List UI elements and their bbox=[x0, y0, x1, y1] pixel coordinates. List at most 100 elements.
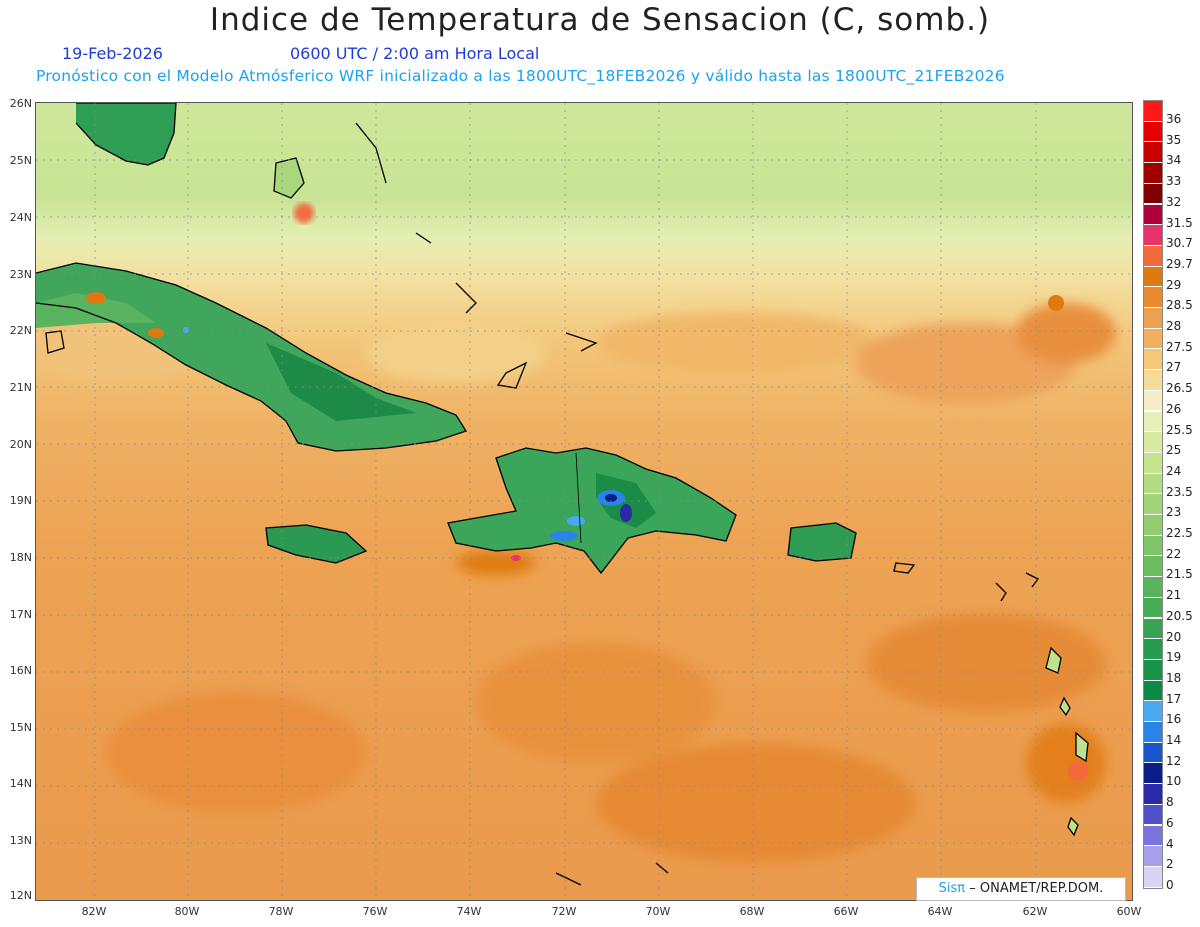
lat-label: 12N bbox=[9, 889, 32, 902]
legend-label: 25.5 bbox=[1166, 422, 1193, 437]
lon-label: 72W bbox=[551, 905, 577, 918]
legend-swatch bbox=[1144, 473, 1162, 495]
map-canvas bbox=[36, 103, 1132, 900]
puerto-rico bbox=[788, 523, 856, 561]
legend-label: 17 bbox=[1166, 691, 1182, 706]
lon-label: 78W bbox=[268, 905, 294, 918]
lat-label: 17N bbox=[9, 608, 32, 621]
legend-label: 35 bbox=[1166, 132, 1182, 147]
legend-swatch bbox=[1144, 163, 1162, 184]
legend-swatch bbox=[1144, 866, 1162, 888]
legend-label: 16 bbox=[1166, 712, 1182, 727]
legend-swatch bbox=[1144, 452, 1162, 474]
lat-label: 13N bbox=[9, 834, 32, 847]
lat-label: 22N bbox=[9, 324, 32, 337]
grid-lines bbox=[36, 103, 1132, 900]
model-info: Pronóstico con el Modelo Atmósferico WRF… bbox=[36, 67, 1005, 85]
legend-label: 21 bbox=[1166, 588, 1182, 603]
lon-label: 74W bbox=[456, 905, 482, 918]
legend-swatch bbox=[1144, 804, 1162, 826]
legend-swatch bbox=[1144, 618, 1162, 640]
lat-label: 21N bbox=[9, 381, 32, 394]
lat-label: 18N bbox=[9, 551, 32, 564]
forecast-time: 0600 UTC / 2:00 am Hora Local bbox=[290, 44, 540, 63]
lat-label: 23N bbox=[9, 268, 32, 281]
temperature-blotches bbox=[36, 303, 1116, 863]
legend-label: 32 bbox=[1166, 194, 1182, 209]
legend-swatch bbox=[1144, 266, 1162, 288]
legend-swatch bbox=[1144, 328, 1162, 350]
legend-label: 27 bbox=[1166, 360, 1182, 375]
hispaniola bbox=[448, 448, 736, 573]
legend-swatch bbox=[1144, 577, 1162, 598]
lon-label: 60W bbox=[1116, 905, 1142, 918]
land-masses bbox=[36, 103, 1088, 835]
legend-swatch bbox=[1144, 121, 1162, 143]
legend-swatch bbox=[1144, 225, 1162, 246]
lon-label: 80W bbox=[174, 905, 200, 918]
jamaica bbox=[266, 525, 366, 563]
lon-label: 82W bbox=[81, 905, 107, 918]
legend-label: 25 bbox=[1166, 443, 1182, 458]
legend-swatch bbox=[1144, 287, 1162, 308]
cold-spots bbox=[183, 327, 632, 541]
lon-label: 64W bbox=[927, 905, 953, 918]
legend-label: 20.5 bbox=[1166, 608, 1193, 623]
legend-swatch bbox=[1144, 515, 1162, 536]
legend-swatch bbox=[1144, 349, 1162, 371]
legend-label: 33 bbox=[1166, 174, 1182, 189]
legend-swatch bbox=[1144, 390, 1162, 412]
legend-swatch bbox=[1144, 701, 1162, 722]
heat-index-map bbox=[35, 102, 1133, 901]
legend-label: 30.7 bbox=[1166, 236, 1193, 251]
legend-label: 29 bbox=[1166, 277, 1182, 292]
legend-label: 36 bbox=[1166, 112, 1182, 126]
florida bbox=[76, 103, 176, 165]
forecast-date: 19-Feb-2026 bbox=[62, 44, 163, 63]
lat-label: 15N bbox=[9, 721, 32, 734]
lon-label: 70W bbox=[645, 905, 671, 918]
lat-label: 20N bbox=[9, 438, 32, 451]
legend-label: 0 bbox=[1166, 877, 1174, 892]
legend-swatch bbox=[1144, 639, 1162, 660]
credit-text: – ONAMET/REP.DOM. bbox=[969, 881, 1104, 896]
lat-label: 26N bbox=[9, 97, 32, 110]
legend-label: 24 bbox=[1166, 463, 1182, 478]
legend-swatch bbox=[1144, 204, 1162, 226]
legend-label: 18 bbox=[1166, 670, 1182, 685]
legend-label: 27.5 bbox=[1166, 339, 1193, 354]
credit-brand: Sisπ bbox=[938, 881, 966, 896]
legend-label: 26 bbox=[1166, 401, 1182, 416]
lon-label: 68W bbox=[739, 905, 765, 918]
legend-label: 26.5 bbox=[1166, 381, 1193, 396]
legend-swatch bbox=[1144, 535, 1162, 557]
legend-label: 8 bbox=[1166, 795, 1174, 810]
color-legend bbox=[1143, 100, 1163, 889]
legend-swatch bbox=[1144, 245, 1162, 267]
legend-label: 28.5 bbox=[1166, 298, 1193, 313]
legend-swatch bbox=[1144, 742, 1162, 764]
legend-swatch bbox=[1144, 411, 1162, 433]
legend-label: 28 bbox=[1166, 319, 1182, 333]
legend-swatch bbox=[1144, 183, 1162, 205]
legend-swatch bbox=[1144, 825, 1162, 847]
hot-spots bbox=[86, 203, 1088, 781]
legend-label: 6 bbox=[1166, 815, 1174, 830]
lat-label: 16N bbox=[9, 664, 32, 677]
legend-label: 19 bbox=[1166, 650, 1182, 665]
lat-label: 25N bbox=[9, 154, 32, 167]
legend-swatch bbox=[1144, 101, 1162, 122]
legend-swatch bbox=[1144, 370, 1162, 391]
lon-label: 62W bbox=[1022, 905, 1048, 918]
legend-swatch bbox=[1144, 846, 1162, 867]
legend-label: 23 bbox=[1166, 505, 1182, 520]
legend-label: 22.5 bbox=[1166, 526, 1193, 540]
lat-label: 24N bbox=[9, 211, 32, 224]
legend-swatch bbox=[1144, 556, 1162, 578]
legend-swatch bbox=[1144, 308, 1162, 329]
lat-label: 19N bbox=[9, 494, 32, 507]
credit-box: Sisπ – ONAMET/REP.DOM. bbox=[916, 877, 1126, 901]
legend-label: 4 bbox=[1166, 836, 1174, 851]
lat-label: 14N bbox=[9, 777, 32, 790]
map-title: Indice de Temperatura de Sensacion (C, s… bbox=[209, 2, 991, 38]
